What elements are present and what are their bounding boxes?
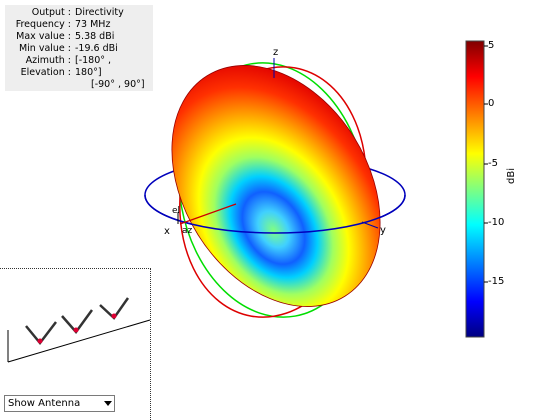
antenna-panel — [0, 268, 151, 420]
chevron-down-icon[interactable] — [104, 401, 112, 406]
info-key: Azimuth : — [25, 55, 71, 66]
colorbar-label: -10 — [488, 217, 505, 228]
az-label: az — [182, 226, 193, 236]
info-value: 5.38 dBi — [75, 31, 115, 42]
info-panel: Output : Directivity Frequency : 73 MHz … — [5, 5, 153, 91]
z-axis-label: z — [273, 47, 278, 58]
colorbar-label: 5 — [488, 40, 495, 51]
info-key: Min value : — [18, 43, 71, 54]
info-value: [-180° , — [75, 55, 112, 66]
colorbar-label: -15 — [488, 276, 505, 287]
info-value: [-90° , 90°] — [91, 79, 145, 90]
show-antenna-dropdown[interactable]: Show Antenna — [4, 395, 115, 412]
x-axis-label: x — [164, 226, 170, 237]
colorbar-label: 0 — [488, 98, 495, 109]
el-label: el — [172, 206, 180, 216]
info-value: Directivity — [75, 7, 124, 18]
info-key: Max value : — [16, 31, 71, 42]
radiation-lobe — [171, 65, 381, 307]
info-value: 73 MHz — [75, 19, 111, 30]
colorbar-label: -5 — [488, 158, 498, 169]
info-value: 180°] — [75, 67, 102, 78]
x-axis — [179, 203, 237, 225]
antenna-preview — [7, 297, 151, 363]
info-key: Elevation : — [20, 67, 71, 78]
info-key: Frequency : — [15, 19, 71, 30]
colorbar-unit: dBi — [506, 168, 517, 184]
feed-point — [111, 313, 117, 319]
colorbar — [465, 40, 485, 338]
feed-point — [37, 338, 43, 344]
info-value: -19.6 dBi — [75, 43, 118, 54]
info-key: Output : — [31, 7, 71, 18]
feed-point — [73, 327, 79, 333]
y-axis — [361, 221, 379, 229]
y-axis-label: y — [380, 225, 386, 236]
azimuth-circle-front — [144, 194, 406, 234]
dropdown-value: Show Antenna — [8, 398, 81, 409]
